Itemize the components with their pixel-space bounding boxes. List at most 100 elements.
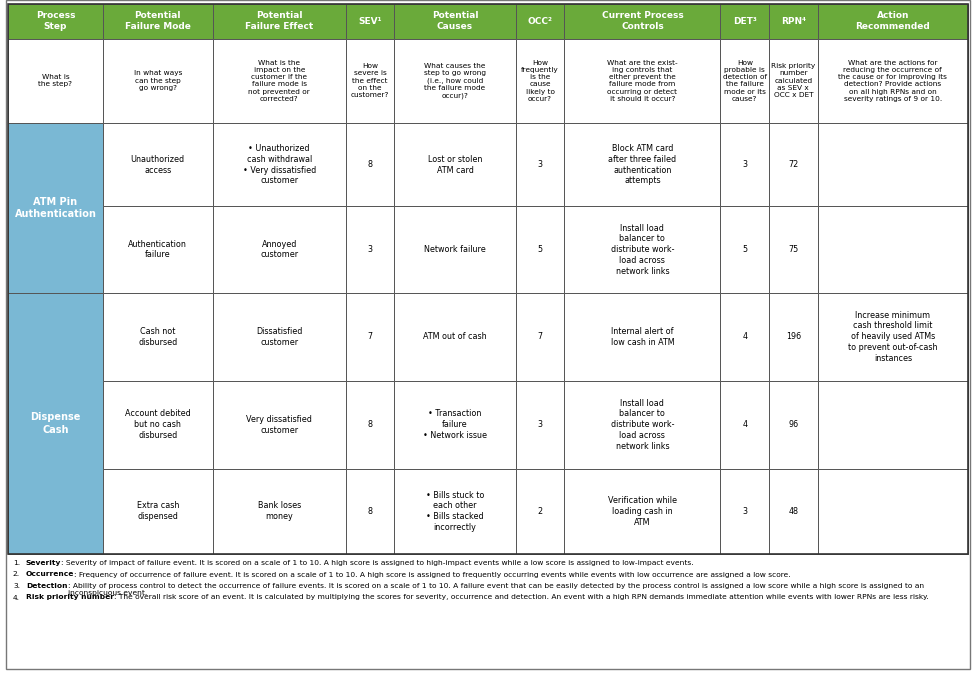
- Bar: [564, 207, 720, 293]
- Text: : Frequency of occurrence of failure event. It is scored on a scale of 1 to 10. : : Frequency of occurrence of failure eve…: [74, 572, 791, 578]
- Bar: [720, 380, 769, 468]
- Text: DET³: DET³: [733, 17, 756, 26]
- Bar: [102, 380, 213, 468]
- Bar: [102, 293, 213, 380]
- Text: How
probable is
detection of
the failure
mode or its
cause?: How probable is detection of the failure…: [722, 60, 767, 102]
- Bar: [769, 4, 818, 39]
- Text: Install load
balancer to
distribute work-
load across
network links: Install load balancer to distribute work…: [611, 224, 674, 275]
- Text: Potential
Causes: Potential Causes: [431, 12, 478, 31]
- Text: Install load
balancer to
distribute work-
load across
network links: Install load balancer to distribute work…: [611, 399, 674, 451]
- Bar: [346, 468, 394, 554]
- Bar: [564, 123, 720, 207]
- Bar: [515, 293, 564, 380]
- Bar: [818, 123, 968, 207]
- Text: 5: 5: [538, 245, 543, 254]
- Text: How
severe is
the effect
on the
customer?: How severe is the effect on the customer…: [350, 63, 389, 98]
- Bar: [346, 4, 394, 39]
- Text: Severity: Severity: [26, 560, 61, 566]
- Text: 4.: 4.: [13, 595, 20, 601]
- Text: • Bills stuck to
each other
• Bills stacked
incorrectly: • Bills stuck to each other • Bills stac…: [426, 491, 484, 532]
- Text: ATM Pin
Authentication: ATM Pin Authentication: [15, 197, 97, 219]
- Bar: [515, 39, 564, 123]
- Bar: [818, 293, 968, 380]
- Bar: [102, 123, 213, 207]
- Bar: [769, 123, 818, 207]
- Bar: [720, 4, 769, 39]
- Text: : Severity of impact of failure event. It is scored on a scale of 1 to 10. A hig: : Severity of impact of failure event. I…: [61, 560, 694, 566]
- Bar: [818, 207, 968, 293]
- Text: 96: 96: [789, 420, 798, 429]
- Bar: [8, 123, 102, 293]
- Bar: [564, 380, 720, 468]
- Text: Current Process
Controls: Current Process Controls: [601, 12, 683, 31]
- Text: Dissatisfied
customer: Dissatisfied customer: [256, 327, 303, 346]
- Text: 3.: 3.: [13, 583, 20, 589]
- Bar: [394, 4, 515, 39]
- Text: Process
Step: Process Step: [36, 12, 75, 31]
- Bar: [769, 468, 818, 554]
- Bar: [769, 293, 818, 380]
- Bar: [346, 293, 394, 380]
- Text: Block ATM card
after three failed
authentication
attempts: Block ATM card after three failed authen…: [608, 144, 676, 185]
- Bar: [213, 293, 346, 380]
- Text: RPN⁴: RPN⁴: [781, 17, 806, 26]
- Bar: [102, 468, 213, 554]
- Bar: [818, 380, 968, 468]
- Text: : Ability of process control to detect the occurrence of failure events. It is s: : Ability of process control to detect t…: [67, 583, 923, 596]
- Bar: [102, 4, 213, 39]
- Bar: [213, 207, 346, 293]
- Text: Unauthorized
access: Unauthorized access: [131, 155, 184, 174]
- Bar: [346, 380, 394, 468]
- Bar: [8, 4, 102, 39]
- Bar: [213, 123, 346, 207]
- Text: 8: 8: [368, 160, 373, 169]
- Bar: [346, 207, 394, 293]
- Text: Cash not
disbursed: Cash not disbursed: [139, 327, 178, 346]
- Text: : The overall risk score of an event. It is calculated by multiplying the scores: : The overall risk score of an event. It…: [114, 595, 929, 601]
- Text: 2.: 2.: [13, 572, 20, 578]
- Bar: [818, 468, 968, 554]
- Bar: [346, 123, 394, 207]
- Bar: [564, 4, 720, 39]
- Text: 8: 8: [368, 420, 373, 429]
- Text: How
frequently
is the
cause
likely to
occur?: How frequently is the cause likely to oc…: [521, 60, 559, 102]
- Text: Dispense
Cash: Dispense Cash: [30, 412, 81, 435]
- Bar: [346, 39, 394, 123]
- Bar: [394, 293, 515, 380]
- Text: In what ways
can the step
go wrong?: In what ways can the step go wrong?: [134, 71, 182, 91]
- Bar: [769, 39, 818, 123]
- Text: Network failure: Network failure: [425, 245, 486, 254]
- Text: 48: 48: [789, 507, 798, 516]
- Bar: [394, 207, 515, 293]
- Bar: [720, 39, 769, 123]
- Bar: [515, 207, 564, 293]
- Text: Risk priority
number
calculated
as SEV x
OCC x DET: Risk priority number calculated as SEV x…: [771, 63, 816, 98]
- Bar: [720, 293, 769, 380]
- Bar: [213, 468, 346, 554]
- Bar: [394, 380, 515, 468]
- Text: • Transaction
failure
• Network issue: • Transaction failure • Network issue: [423, 410, 487, 440]
- Bar: [213, 4, 346, 39]
- Text: OCC²: OCC²: [528, 17, 552, 26]
- Bar: [213, 380, 346, 468]
- Text: Lost or stolen
ATM card: Lost or stolen ATM card: [427, 155, 482, 174]
- Bar: [102, 39, 213, 123]
- Text: What is
the step?: What is the step?: [38, 74, 72, 87]
- Text: What are the actions for
reducing the occurrence of
the cause or for improving i: What are the actions for reducing the oc…: [838, 60, 948, 102]
- Bar: [564, 293, 720, 380]
- Text: Very dissatisfied
customer: Very dissatisfied customer: [246, 415, 312, 435]
- Text: Occurrence: Occurrence: [26, 572, 74, 578]
- Text: 75: 75: [789, 245, 798, 254]
- Bar: [720, 123, 769, 207]
- Bar: [564, 39, 720, 123]
- Bar: [8, 293, 102, 554]
- Text: Bank loses
money: Bank loses money: [258, 502, 301, 521]
- Bar: [8, 39, 102, 123]
- Bar: [515, 468, 564, 554]
- Bar: [394, 123, 515, 207]
- Text: 3: 3: [743, 507, 748, 516]
- Bar: [394, 468, 515, 554]
- Text: 4: 4: [743, 332, 748, 341]
- Text: 5: 5: [742, 245, 748, 254]
- Text: • Unauthorized
cash withdrawal
• Very dissatisfied
customer: • Unauthorized cash withdrawal • Very di…: [243, 144, 316, 185]
